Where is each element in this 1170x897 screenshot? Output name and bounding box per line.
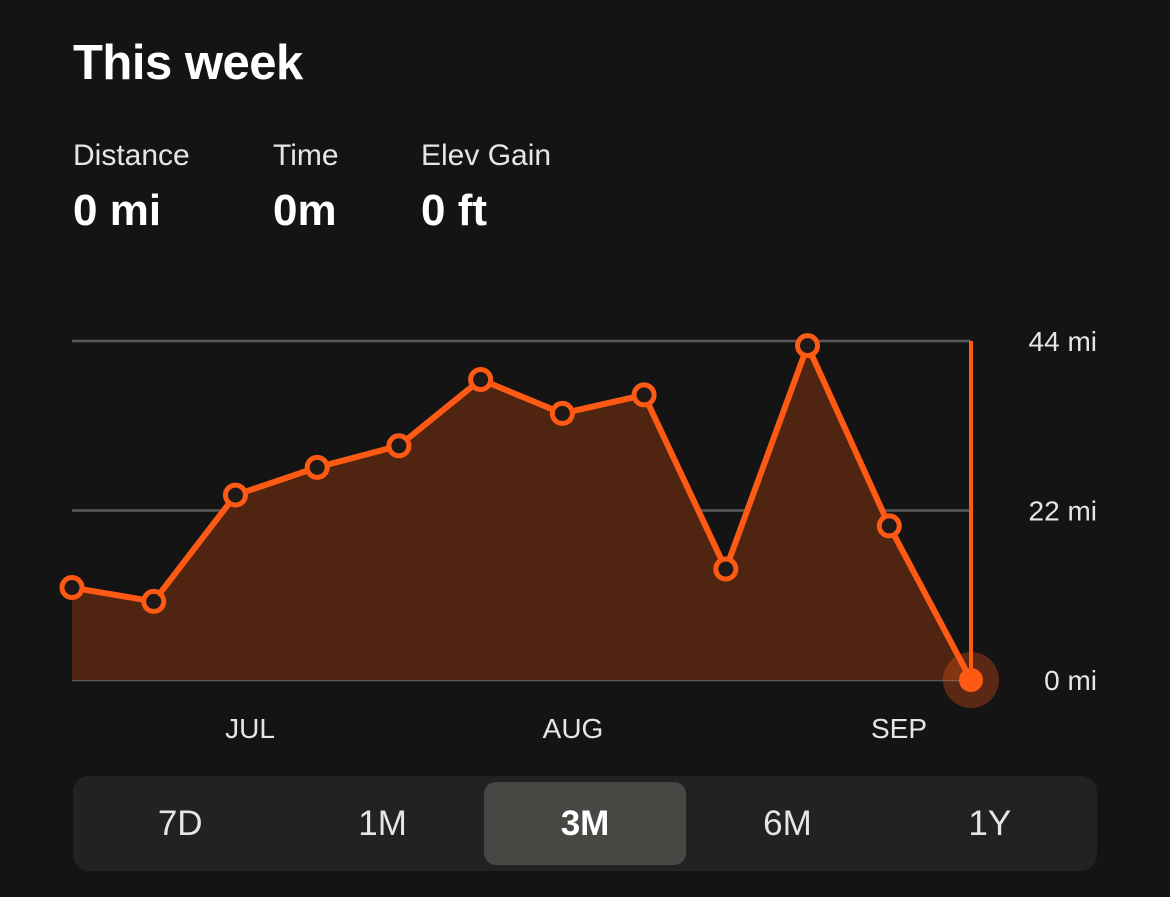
stat-value: 0 mi	[73, 186, 162, 235]
page-title: This week	[73, 36, 303, 90]
x-tick-label: JUL	[225, 713, 275, 744]
current-point	[959, 668, 983, 692]
data-point	[713, 556, 739, 582]
stat-elev-gain: Elev Gain 0 ft	[421, 136, 551, 238]
data-point	[141, 588, 167, 614]
range-button-7d[interactable]: 7D	[157, 803, 203, 843]
y-tick-label: 22 mi	[1029, 496, 1097, 527]
x-tick-label: SEP	[871, 713, 927, 744]
data-point	[876, 513, 902, 539]
series-line	[69, 342, 974, 683]
data-point	[386, 433, 412, 459]
x-tick-label: AUG	[543, 713, 604, 744]
stat-value: 0m	[273, 186, 337, 235]
area-fill	[72, 345, 971, 680]
distance-chart[interactable]: 0 mi 22 mi 44 mi JUL AUG SEP	[0, 0, 1170, 770]
stat-time: Time 0m	[273, 136, 339, 238]
range-button-6m[interactable]: 6M	[763, 803, 812, 843]
y-tick-label: 44 mi	[1029, 326, 1097, 357]
data-point	[549, 400, 575, 426]
range-button-3m[interactable]: 3M	[483, 782, 687, 865]
stat-label: Distance	[73, 139, 190, 172]
stat-value: 0 ft	[421, 186, 487, 235]
stat-label: Time	[273, 139, 339, 172]
data-point	[468, 367, 494, 393]
range-button-1m[interactable]: 1M	[358, 803, 407, 843]
data-point	[631, 382, 657, 408]
stat-label: Elev Gain	[421, 139, 552, 172]
y-tick-label: 0 mi	[1044, 665, 1097, 696]
range-button-1y[interactable]: 1Y	[968, 803, 1012, 843]
data-point	[59, 575, 85, 601]
time-range-selector: 7D 1M 3M 6M 1Y	[73, 776, 1097, 871]
stat-distance: Distance 0 mi	[73, 136, 190, 238]
data-point	[795, 333, 821, 359]
data-point	[304, 454, 330, 480]
data-point	[222, 482, 248, 508]
